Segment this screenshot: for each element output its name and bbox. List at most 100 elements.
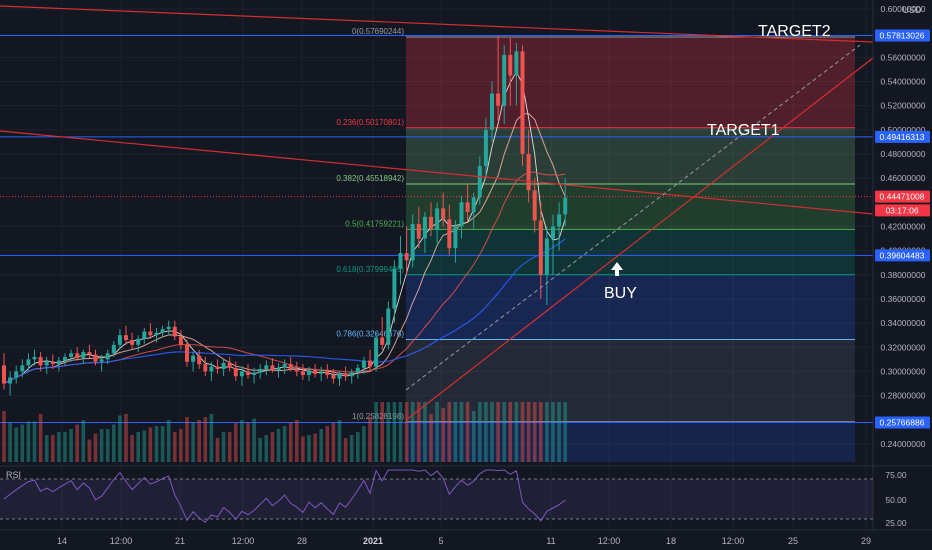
price-axis-bg [873, 0, 932, 466]
rsi-pane[interactable]: RSI 75.00 50.00 25.00 [0, 465, 932, 528]
volume-bar [209, 414, 214, 462]
price-tick-label: 0.38000000 [881, 270, 926, 280]
volume-bar [14, 427, 18, 462]
candle-body [410, 224, 415, 261]
price-badge-label: 0.39604483 [880, 250, 925, 260]
price-axis[interactable]: USD 0.60000000 0.56000000 0.54000000 0.5200… [872, 0, 932, 530]
candle-body [282, 364, 287, 368]
volume-bar [282, 426, 287, 462]
candle-body [294, 368, 299, 372]
candle-body [160, 329, 165, 333]
volume-bar [551, 402, 555, 462]
volume-bar [252, 418, 256, 462]
price-badge-label: 0.49416313 [880, 132, 925, 142]
price-badge [875, 204, 930, 217]
volume-bar [160, 426, 165, 462]
candle-body [477, 166, 482, 198]
volume-bar [2, 411, 6, 462]
volume-bar [166, 420, 171, 462]
currency-label: USD [902, 5, 922, 15]
volume-bar [270, 432, 275, 462]
volume-bar [380, 402, 384, 462]
price-badge-label: 0.25766886 [880, 418, 925, 428]
candle-body [44, 361, 49, 366]
volume-bar [81, 420, 86, 462]
candle-body [276, 367, 281, 371]
volume-bar [8, 423, 12, 462]
candle-body [270, 365, 275, 371]
candle-body [227, 362, 232, 368]
price-tick-label: 0.54000000 [881, 77, 926, 87]
candle-body [538, 220, 543, 275]
candle-body [148, 331, 153, 336]
price-pane[interactable]: 0(0.57690244) 0.236(0.50170801) 0.382(0.45… [0, 0, 874, 530]
candle-body [447, 219, 452, 249]
volume-bar [545, 402, 549, 462]
fib-level-label: 0.5(0.41759221) [345, 219, 404, 228]
candle-body [483, 129, 488, 167]
candle-body [252, 372, 257, 376]
volume-bar [148, 427, 153, 462]
time-tick-label: 12:00 [110, 536, 133, 546]
volume-bar [490, 402, 494, 462]
volume-bar [105, 429, 110, 462]
candle-body [325, 371, 330, 376]
volume-bar [508, 402, 513, 462]
candle-body [300, 371, 305, 376]
candle-body [392, 268, 397, 309]
time-tick-label: 29 [861, 536, 871, 546]
candle-body [343, 373, 348, 377]
candle-body [459, 202, 464, 227]
candle-body [26, 359, 31, 366]
rsi-tick-label: 75.00 [885, 470, 907, 480]
volume-bar [502, 402, 506, 462]
volume-bar [374, 402, 378, 462]
candle-body [203, 364, 208, 372]
candle-body [111, 344, 116, 354]
price-badge [875, 249, 930, 262]
volume-bar [392, 402, 397, 462]
candle-body [209, 366, 214, 372]
volume-bar [173, 432, 177, 462]
volume-bar [484, 402, 488, 462]
candle-body [87, 352, 92, 355]
price-tick-label: 0.56000000 [881, 52, 926, 62]
volume-bar [453, 402, 458, 462]
candle-body [544, 238, 549, 275]
candle-body [380, 337, 385, 345]
volume-bar [514, 402, 519, 462]
candle-body [56, 360, 61, 365]
volume-bar [93, 433, 98, 462]
volume-bar [465, 402, 470, 462]
volume-bar [325, 426, 330, 462]
volume-bar [124, 414, 128, 462]
rsi-tick-label: 50.00 [885, 495, 907, 505]
volume-bar [471, 411, 476, 462]
candle-body [20, 365, 25, 372]
price-badge [875, 29, 930, 42]
price-badge-label: 0.44471008 [880, 192, 925, 202]
fib-level-label: 0.382(0.45518942) [336, 174, 404, 183]
volume-bar [136, 432, 140, 462]
volume-bar [539, 402, 543, 462]
time-tick-label: 28 [297, 536, 307, 546]
fib-zone [406, 274, 855, 340]
time-axis[interactable]: 14 12:00 21 12:00 28 2021 5 11 12:00 18 12:00 25 29 [0, 529, 932, 546]
volume-bar [496, 402, 500, 462]
candle-body [136, 338, 141, 345]
candle-body [221, 362, 226, 369]
candle-body [215, 366, 220, 369]
volume-bar [221, 432, 226, 462]
buy-label: BUY [604, 285, 637, 302]
candle-body [349, 372, 354, 377]
candle-body [246, 371, 250, 376]
candle-body [117, 335, 122, 345]
price-tick-label: 0.48000000 [881, 149, 926, 159]
candle-body [197, 355, 202, 365]
volume-bar [478, 402, 482, 462]
volume-bar [386, 402, 391, 462]
volume-bar [130, 435, 134, 462]
fib-level-label: 1(0.25828198) [352, 412, 404, 421]
candle-body [441, 208, 446, 220]
